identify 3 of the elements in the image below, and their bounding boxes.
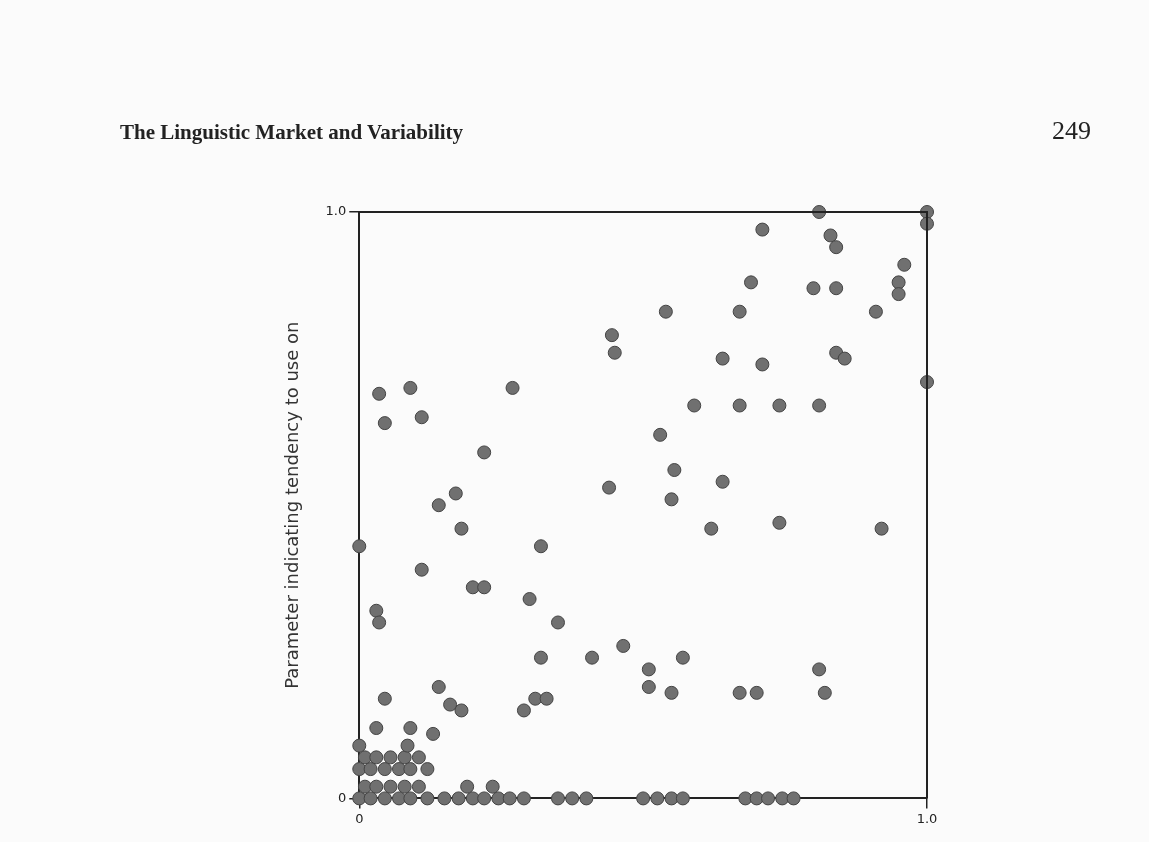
y-axis-title: Parameter indicating tendency to use on [281, 321, 303, 689]
text: 249 [1052, 116, 1091, 146]
chart-title: The Linguistic Market and Variability [120, 120, 464, 145]
